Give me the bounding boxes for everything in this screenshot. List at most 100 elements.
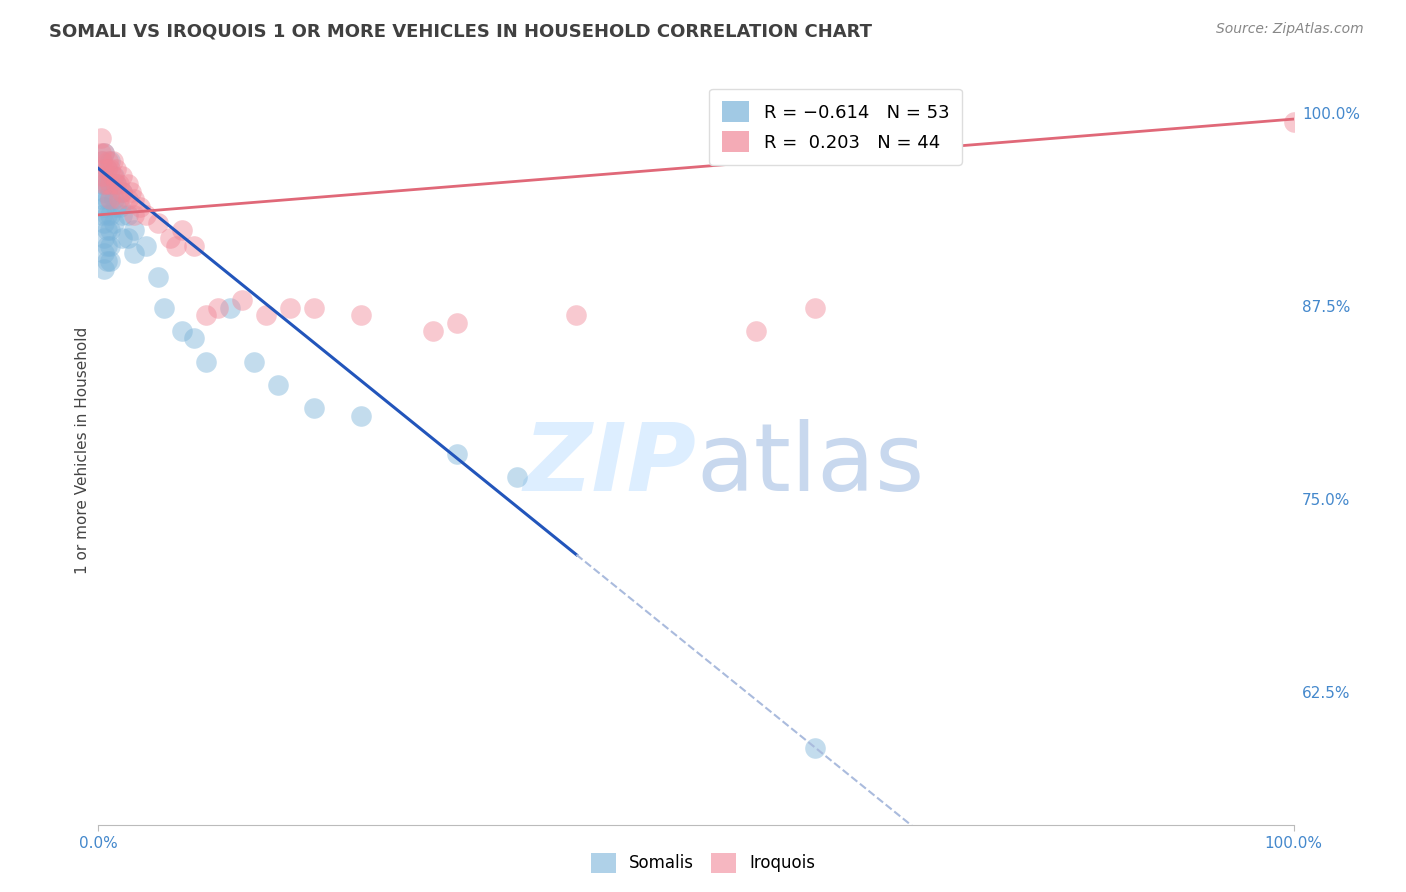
Point <box>506 470 529 484</box>
Y-axis label: 1 or more Vehicles in Household: 1 or more Vehicles in Household <box>75 326 90 574</box>
Point <box>422 324 444 338</box>
Point <box>165 239 187 253</box>
Point <box>103 169 125 184</box>
Point <box>1282 115 1305 129</box>
Point <box>93 246 115 260</box>
Point <box>350 308 373 322</box>
Point <box>254 308 277 322</box>
Point <box>446 447 468 461</box>
Point <box>97 153 120 168</box>
Text: 62.5%: 62.5% <box>1302 686 1350 701</box>
Point <box>91 153 114 168</box>
Point <box>111 169 134 184</box>
Point <box>96 208 118 222</box>
Point <box>91 193 114 207</box>
Point <box>96 223 118 237</box>
Point <box>96 177 118 191</box>
Point <box>96 161 118 176</box>
Point <box>183 239 205 253</box>
Text: SOMALI VS IROQUOIS 1 OR MORE VEHICLES IN HOUSEHOLD CORRELATION CHART: SOMALI VS IROQUOIS 1 OR MORE VEHICLES IN… <box>49 22 872 40</box>
Point <box>96 161 118 176</box>
Point <box>111 185 134 199</box>
Point <box>111 208 134 222</box>
Point <box>172 324 194 338</box>
Point <box>302 301 325 315</box>
Point <box>124 193 146 207</box>
Point <box>243 354 266 368</box>
Point <box>98 193 122 207</box>
Point <box>91 169 114 184</box>
Point <box>90 130 112 145</box>
Point <box>93 200 115 214</box>
Legend: Somalis, Iroquois: Somalis, Iroquois <box>583 847 823 880</box>
Point <box>129 200 152 214</box>
Point <box>267 377 290 392</box>
Point <box>101 153 124 168</box>
Point <box>120 185 142 199</box>
Point <box>117 231 139 245</box>
Point <box>111 185 134 199</box>
Point <box>91 177 114 191</box>
Point <box>350 409 373 423</box>
Point <box>98 161 122 176</box>
Point <box>172 223 194 237</box>
Point <box>117 177 139 191</box>
Point <box>96 254 118 268</box>
Point <box>93 146 115 161</box>
Text: Source: ZipAtlas.com: Source: ZipAtlas.com <box>1216 22 1364 37</box>
Point <box>98 193 122 207</box>
Text: 87.5%: 87.5% <box>1302 300 1350 315</box>
Point <box>91 208 114 222</box>
Point <box>105 177 128 191</box>
Point <box>148 216 170 230</box>
Point <box>98 239 122 253</box>
Point <box>111 231 134 245</box>
Text: atlas: atlas <box>696 419 924 511</box>
Point <box>103 216 125 230</box>
Point <box>93 261 115 276</box>
Point <box>93 231 115 245</box>
Point <box>207 301 229 315</box>
Point <box>183 331 205 345</box>
Text: ZIP: ZIP <box>523 419 696 511</box>
Point <box>96 239 118 253</box>
Point <box>124 208 146 222</box>
Point <box>117 193 139 207</box>
Point <box>108 200 131 214</box>
Point <box>745 324 768 338</box>
Point <box>107 177 129 191</box>
Point <box>135 208 157 222</box>
Point <box>231 293 253 307</box>
Point <box>105 161 128 176</box>
Point <box>135 239 157 253</box>
Point <box>101 169 124 184</box>
Point <box>195 354 218 368</box>
Point <box>124 246 146 260</box>
Point <box>93 177 115 191</box>
Point <box>804 301 827 315</box>
Point <box>96 177 118 191</box>
Point <box>90 146 112 161</box>
Point <box>93 185 115 199</box>
Point <box>153 301 176 315</box>
Point <box>804 740 827 755</box>
Point <box>159 231 181 245</box>
Point <box>107 193 129 207</box>
Point <box>93 216 115 230</box>
Point <box>148 269 170 284</box>
Point <box>195 308 218 322</box>
Point <box>278 301 301 315</box>
Point <box>93 161 115 176</box>
Point <box>98 153 122 168</box>
Point <box>93 146 115 161</box>
Point <box>565 308 588 322</box>
Point <box>98 177 122 191</box>
Point <box>93 169 115 184</box>
Point <box>98 223 122 237</box>
Point <box>96 193 118 207</box>
Point <box>302 401 325 415</box>
Text: 100.0%: 100.0% <box>1302 107 1360 122</box>
Point <box>103 193 125 207</box>
Point <box>219 301 242 315</box>
Point <box>124 223 146 237</box>
